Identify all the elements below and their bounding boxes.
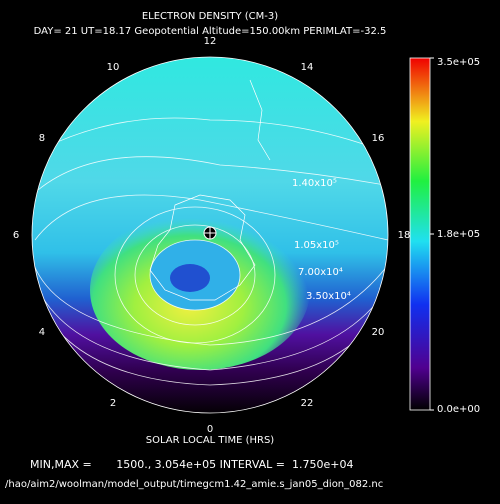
contour-line <box>114 206 276 344</box>
coastline <box>249 79 271 161</box>
hour-label: 22 <box>301 398 314 409</box>
hour-label: 4 <box>39 327 45 338</box>
contour-line <box>33 264 388 346</box>
colorbar <box>409 57 431 411</box>
contour-line <box>39 117 381 151</box>
hour-label: 8 <box>39 133 45 144</box>
contour-line <box>39 304 383 386</box>
hour-label: 12 <box>204 36 217 47</box>
hour-label: 6 <box>13 230 19 241</box>
footer: MIN,MAX = 1500., 3.054e+05 INTERVAL = 1.… <box>30 458 354 471</box>
contour-label: 1.40x10⁵ <box>292 178 337 189</box>
contour-line <box>37 156 386 191</box>
contour-label: 1.05x10⁵ <box>294 240 339 251</box>
contour-line <box>149 239 241 311</box>
hour-label: 2 <box>110 398 116 409</box>
contour-line <box>34 194 388 241</box>
hour-label: 10 <box>107 62 120 73</box>
chart-title: ELECTRON DENSITY (CM-3) <box>142 11 278 22</box>
contour-line <box>35 284 387 371</box>
hour-label: 14 <box>301 62 314 73</box>
contour-line <box>134 224 256 326</box>
file-path: /hao/aim2/woolman/model_output/timegcm1.… <box>5 479 383 490</box>
colorbar-tick-label: 1.8e+05 <box>437 229 480 240</box>
disk-border <box>31 56 389 414</box>
hour-label: 16 <box>372 133 385 144</box>
contour-label: 3.50x10⁴ <box>306 291 351 302</box>
colorbar-tick-label: 0.0e+00 <box>437 404 480 415</box>
hour-label: 0 <box>207 424 213 435</box>
chart-subtitle: DAY= 21 UT=18.17 Geopotential Altitude=1… <box>34 26 387 37</box>
coastline <box>149 194 256 301</box>
contour-label: 7.00x10⁴ <box>298 267 343 278</box>
hour-label: 20 <box>372 327 385 338</box>
x-axis-label: SOLAR LOCAL TIME (HRS) <box>146 435 275 446</box>
colorbar-tick-label: 3.5e+05 <box>437 57 480 68</box>
density-hole-core <box>170 264 210 292</box>
hour-label: 18 <box>398 230 411 241</box>
